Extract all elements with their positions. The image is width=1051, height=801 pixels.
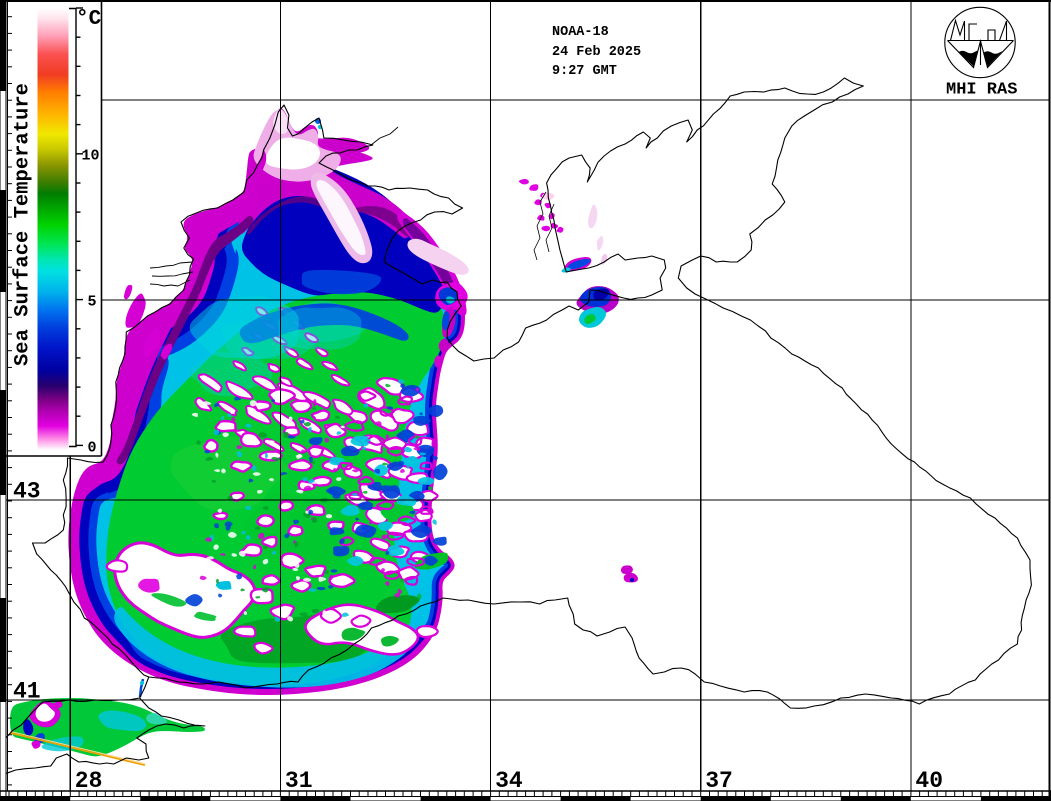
svg-text:°C: °C (76, 8, 102, 31)
svg-text:40: 40 (915, 768, 943, 794)
svg-text:28: 28 (75, 768, 103, 794)
svg-text:10: 10 (82, 148, 100, 165)
svg-text:Sea Surface Temperature: Sea Surface Temperature (12, 83, 35, 366)
svg-text:MHI RAS: MHI RAS (946, 81, 1017, 100)
svg-text:5: 5 (88, 294, 97, 311)
svg-text:34: 34 (495, 768, 523, 794)
svg-text:41: 41 (13, 679, 41, 705)
svg-text:24 Feb 2025: 24 Feb 2025 (552, 45, 641, 60)
svg-text:0: 0 (88, 440, 97, 457)
svg-text:37: 37 (705, 768, 733, 794)
svg-text:43: 43 (13, 479, 41, 505)
svg-text:9:27 GMT: 9:27 GMT (552, 64, 617, 79)
svg-text:31: 31 (285, 768, 313, 794)
svg-text:NOAA-18: NOAA-18 (552, 25, 609, 40)
